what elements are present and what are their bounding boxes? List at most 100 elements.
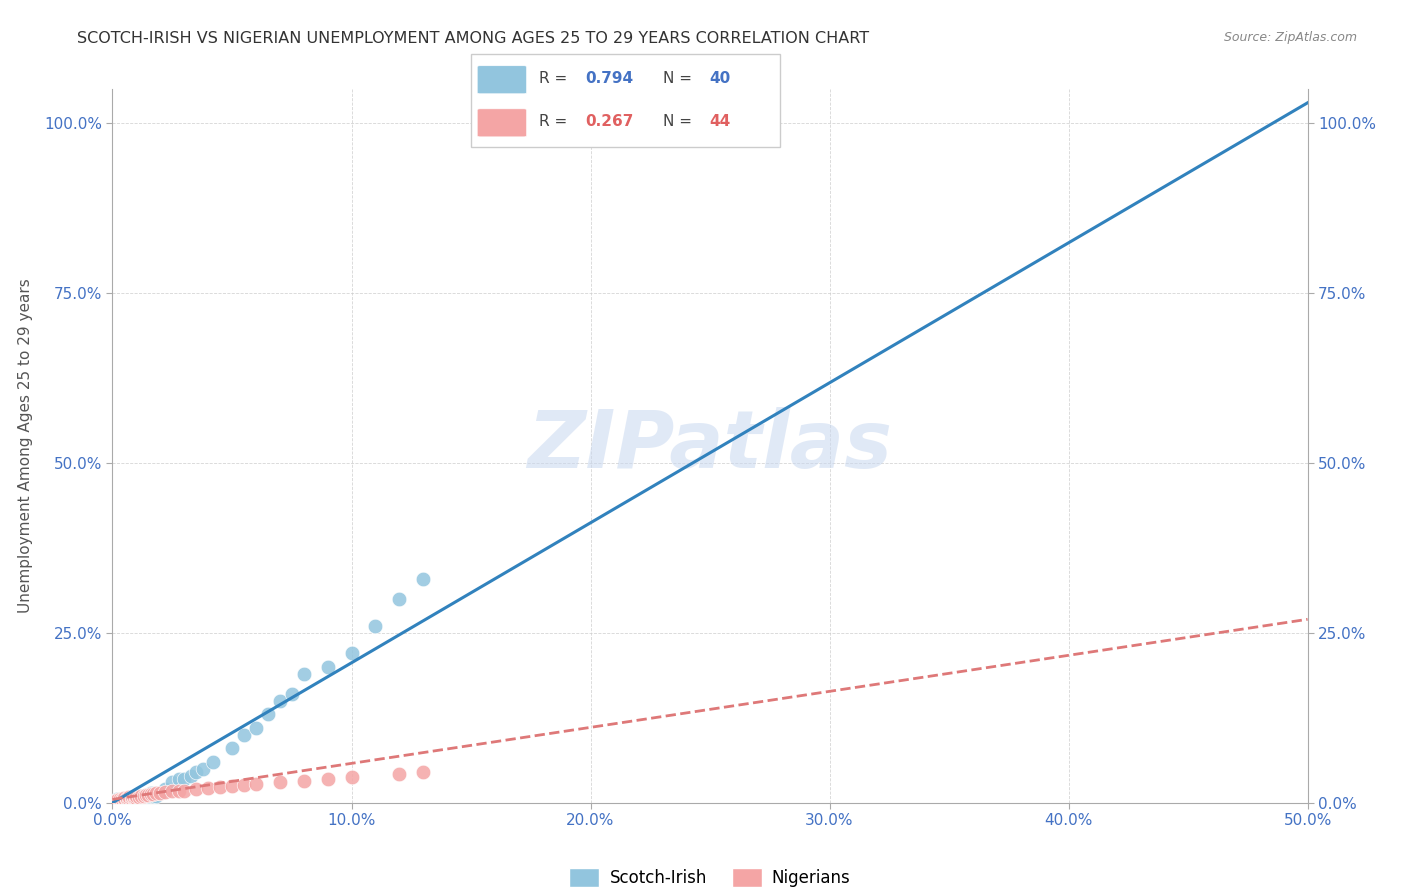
Point bbox=[115, 791, 138, 805]
Point bbox=[128, 790, 150, 805]
Point bbox=[139, 786, 162, 800]
Point bbox=[169, 772, 191, 786]
FancyBboxPatch shape bbox=[477, 109, 527, 136]
Text: 0.794: 0.794 bbox=[585, 71, 634, 87]
Text: R =: R = bbox=[538, 71, 572, 87]
Point bbox=[108, 792, 131, 806]
Point bbox=[180, 769, 202, 783]
Point bbox=[122, 791, 145, 805]
Point bbox=[269, 775, 291, 789]
Point bbox=[340, 646, 363, 660]
Point bbox=[114, 792, 135, 806]
Point bbox=[281, 687, 304, 701]
Point bbox=[221, 741, 243, 756]
Point bbox=[316, 772, 339, 786]
Point bbox=[115, 792, 138, 806]
Point bbox=[412, 765, 434, 780]
Point bbox=[135, 788, 157, 802]
Point bbox=[105, 793, 128, 807]
Point bbox=[162, 784, 183, 798]
Point bbox=[122, 792, 145, 806]
Point bbox=[149, 786, 172, 800]
Point bbox=[186, 782, 208, 797]
Point bbox=[118, 790, 141, 805]
Point bbox=[145, 786, 167, 800]
Point bbox=[292, 774, 315, 789]
Point bbox=[118, 791, 141, 805]
Point bbox=[121, 791, 143, 805]
Point bbox=[142, 789, 165, 803]
Point bbox=[142, 787, 165, 801]
Point bbox=[162, 775, 183, 789]
Point bbox=[121, 790, 143, 805]
Point bbox=[153, 782, 176, 797]
Point bbox=[114, 791, 135, 805]
Point bbox=[173, 783, 195, 797]
Point bbox=[129, 789, 152, 803]
Point bbox=[233, 778, 256, 792]
Point bbox=[153, 785, 176, 799]
Point bbox=[132, 789, 155, 803]
Point bbox=[197, 780, 219, 795]
Point bbox=[145, 789, 167, 803]
Point bbox=[233, 728, 256, 742]
Point bbox=[118, 790, 141, 805]
Point bbox=[269, 694, 291, 708]
Point bbox=[193, 762, 215, 776]
Text: 44: 44 bbox=[709, 114, 731, 129]
Point bbox=[121, 792, 143, 806]
FancyBboxPatch shape bbox=[477, 66, 527, 94]
Point bbox=[125, 792, 148, 806]
Point bbox=[316, 660, 339, 674]
Point bbox=[105, 794, 128, 808]
Point bbox=[292, 666, 315, 681]
Point bbox=[135, 789, 157, 803]
Text: Source: ZipAtlas.com: Source: ZipAtlas.com bbox=[1223, 31, 1357, 45]
Point bbox=[169, 783, 191, 797]
Point bbox=[108, 792, 131, 806]
Point bbox=[128, 789, 150, 803]
Point bbox=[111, 791, 134, 805]
Point bbox=[209, 780, 232, 794]
Point bbox=[138, 788, 160, 802]
Point bbox=[111, 793, 134, 807]
Point bbox=[125, 789, 148, 803]
Point bbox=[138, 789, 160, 803]
Text: ZIPatlas: ZIPatlas bbox=[527, 407, 893, 485]
Point bbox=[173, 772, 195, 786]
Point bbox=[139, 787, 162, 801]
Text: 0.267: 0.267 bbox=[585, 114, 634, 129]
Point bbox=[122, 789, 145, 804]
Point bbox=[257, 707, 280, 722]
FancyBboxPatch shape bbox=[471, 54, 780, 147]
Text: N =: N = bbox=[662, 71, 696, 87]
Point bbox=[340, 770, 363, 784]
Point bbox=[245, 721, 267, 735]
Point bbox=[118, 792, 141, 806]
Point bbox=[412, 572, 434, 586]
Point bbox=[129, 789, 152, 803]
Text: 40: 40 bbox=[709, 71, 731, 87]
Text: SCOTCH-IRISH VS NIGERIAN UNEMPLOYMENT AMONG AGES 25 TO 29 YEARS CORRELATION CHAR: SCOTCH-IRISH VS NIGERIAN UNEMPLOYMENT AM… bbox=[77, 31, 869, 46]
Point bbox=[114, 792, 135, 806]
Point bbox=[108, 794, 131, 808]
Point bbox=[388, 591, 411, 606]
Point bbox=[388, 767, 411, 781]
Point bbox=[201, 755, 224, 769]
Y-axis label: Unemployment Among Ages 25 to 29 years: Unemployment Among Ages 25 to 29 years bbox=[18, 278, 32, 614]
Point bbox=[125, 791, 148, 805]
Point bbox=[245, 777, 267, 791]
Text: R =: R = bbox=[538, 114, 572, 129]
Point bbox=[149, 786, 172, 800]
Legend: Scotch-Irish, Nigerians: Scotch-Irish, Nigerians bbox=[562, 861, 858, 892]
Point bbox=[105, 792, 128, 806]
Point bbox=[364, 619, 387, 633]
Point bbox=[115, 792, 138, 806]
Point bbox=[111, 792, 134, 806]
Point bbox=[221, 779, 243, 793]
Point bbox=[132, 789, 155, 803]
Point bbox=[186, 765, 208, 780]
Point bbox=[104, 794, 127, 808]
Point bbox=[125, 789, 148, 803]
Text: N =: N = bbox=[662, 114, 696, 129]
